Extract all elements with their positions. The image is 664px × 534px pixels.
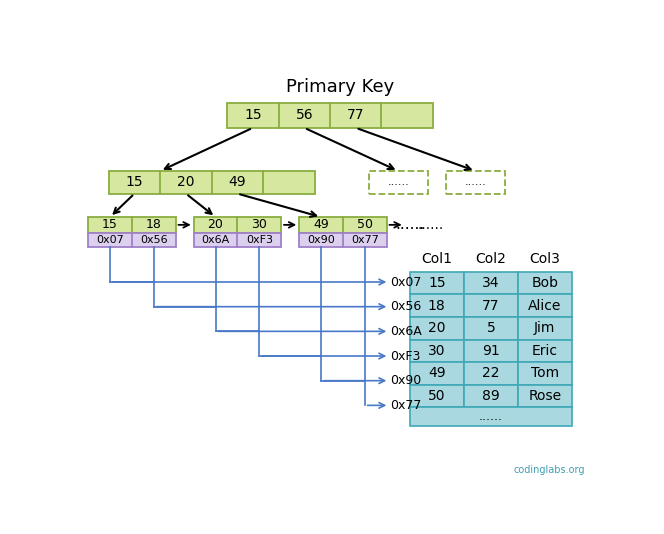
Text: Col1: Col1 (421, 253, 452, 266)
Bar (410, 340, 464, 362)
Bar (518, 385, 572, 407)
Text: codinglabs.org: codinglabs.org (513, 465, 585, 475)
Text: 0x07: 0x07 (96, 235, 124, 245)
Bar (227, 103, 433, 128)
Bar (88, 233, 175, 247)
Text: 0x56: 0x56 (140, 235, 167, 245)
Bar (464, 317, 518, 340)
Bar (410, 407, 572, 426)
Text: 34: 34 (482, 276, 499, 290)
Text: 0x56: 0x56 (390, 300, 422, 313)
Text: Rose: Rose (529, 389, 562, 403)
Text: Alice: Alice (528, 299, 562, 312)
Bar (518, 317, 572, 340)
Text: 18: 18 (146, 218, 162, 231)
Text: 0xF3: 0xF3 (246, 235, 273, 245)
Text: 49: 49 (428, 366, 446, 381)
Bar (410, 294, 464, 317)
Bar (464, 362, 518, 385)
Text: Col2: Col2 (475, 253, 506, 266)
Text: Bob: Bob (531, 276, 558, 290)
Bar (464, 294, 518, 317)
Text: 0xF3: 0xF3 (390, 350, 420, 363)
Text: 5: 5 (487, 321, 495, 335)
Bar (194, 217, 281, 233)
Text: Jim: Jim (534, 321, 556, 335)
Bar (464, 385, 518, 407)
Text: 0x90: 0x90 (390, 374, 422, 387)
Text: ......: ...... (387, 177, 409, 187)
Text: Col3: Col3 (529, 253, 560, 266)
Bar (369, 171, 428, 194)
Text: Eric: Eric (532, 344, 558, 358)
Text: 49: 49 (313, 218, 329, 231)
Text: ......: ...... (395, 217, 424, 232)
Text: 0x6A: 0x6A (201, 235, 230, 245)
Text: 0x77: 0x77 (351, 235, 378, 245)
Text: ......: ...... (418, 218, 444, 232)
Text: Primary Key: Primary Key (286, 77, 394, 96)
Text: 15: 15 (125, 175, 143, 189)
Bar (518, 294, 572, 317)
Text: ......: ...... (479, 410, 503, 423)
Text: ......: ...... (465, 177, 486, 187)
Text: 15: 15 (244, 108, 262, 122)
Bar (518, 340, 572, 362)
Text: 0x07: 0x07 (390, 276, 422, 288)
Text: 20: 20 (428, 321, 446, 335)
Text: 91: 91 (482, 344, 500, 358)
Text: 18: 18 (428, 299, 446, 312)
Bar (109, 171, 315, 194)
Bar (446, 171, 505, 194)
Text: 22: 22 (482, 366, 499, 381)
Bar (518, 362, 572, 385)
Bar (464, 272, 518, 294)
Text: 0x77: 0x77 (390, 399, 422, 412)
Bar (464, 340, 518, 362)
Text: Tom: Tom (531, 366, 559, 381)
Text: 20: 20 (208, 218, 224, 231)
Text: 77: 77 (347, 108, 365, 122)
Bar (194, 233, 281, 247)
Bar (299, 217, 386, 233)
Bar (410, 385, 464, 407)
Text: 50: 50 (428, 389, 446, 403)
Text: 49: 49 (228, 175, 246, 189)
Text: 77: 77 (482, 299, 499, 312)
Text: 30: 30 (428, 344, 446, 358)
Bar (410, 317, 464, 340)
Text: 30: 30 (251, 218, 267, 231)
Bar (518, 272, 572, 294)
Text: 89: 89 (482, 389, 500, 403)
Bar (410, 272, 464, 294)
Text: 15: 15 (102, 218, 118, 231)
Bar (88, 217, 175, 233)
Text: 50: 50 (357, 218, 373, 231)
Text: 0x90: 0x90 (307, 235, 335, 245)
Text: 15: 15 (428, 276, 446, 290)
Bar (410, 362, 464, 385)
Text: 0x6A: 0x6A (390, 325, 422, 338)
Text: 20: 20 (177, 175, 195, 189)
Text: 56: 56 (295, 108, 313, 122)
Bar (299, 233, 386, 247)
